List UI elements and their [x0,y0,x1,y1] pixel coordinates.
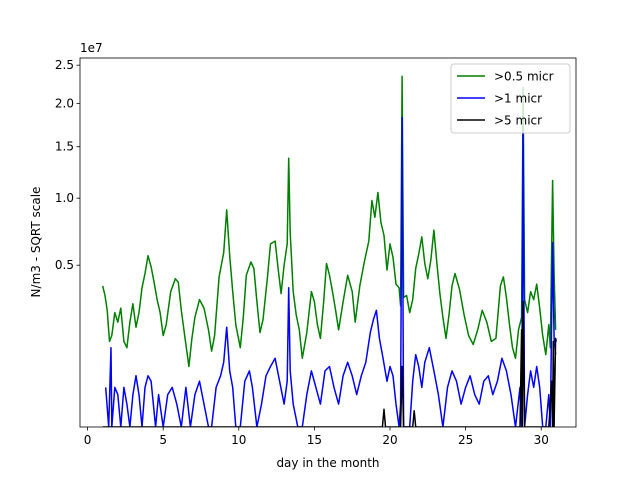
y-tick-label: 2.5 [55,58,74,72]
x-tick-label: 15 [307,433,322,447]
x-tick-label: 20 [382,433,397,447]
y-axis-label: N/m3 - SQRT scale [29,187,43,298]
plot-frame [79,57,577,428]
y-offset-label: 1e7 [80,41,103,55]
x-tick-label: 0 [84,433,92,447]
series-line-3 [102,300,558,427]
plot-lines [101,75,558,427]
x-tick-label: 25 [458,433,473,447]
axes: 0 5 10 15 20 25 30 0.5 1.0 1.5 2.0 2.5 [55,57,577,447]
x-axis-label: day in the month [276,456,379,470]
x-tick-label: 5 [159,433,167,447]
legend-label: >5 micr [494,114,542,128]
y-tick-label: 1.5 [55,140,74,154]
legend: >0.5 micr >1 micr >5 micr [450,63,571,134]
y-tick-label: 2.0 [55,96,74,110]
legend-label: >1 micr [494,92,542,106]
y-tick-label: 1.0 [55,191,74,205]
y-tick-label: 0.5 [55,258,74,272]
series-line-1 [101,75,557,368]
series-line-2 [104,116,557,427]
x-tick-label: 10 [231,433,246,447]
x-tick-label: 30 [534,433,549,447]
legend-box [450,63,571,134]
legend-label: >0.5 micr [494,70,554,84]
